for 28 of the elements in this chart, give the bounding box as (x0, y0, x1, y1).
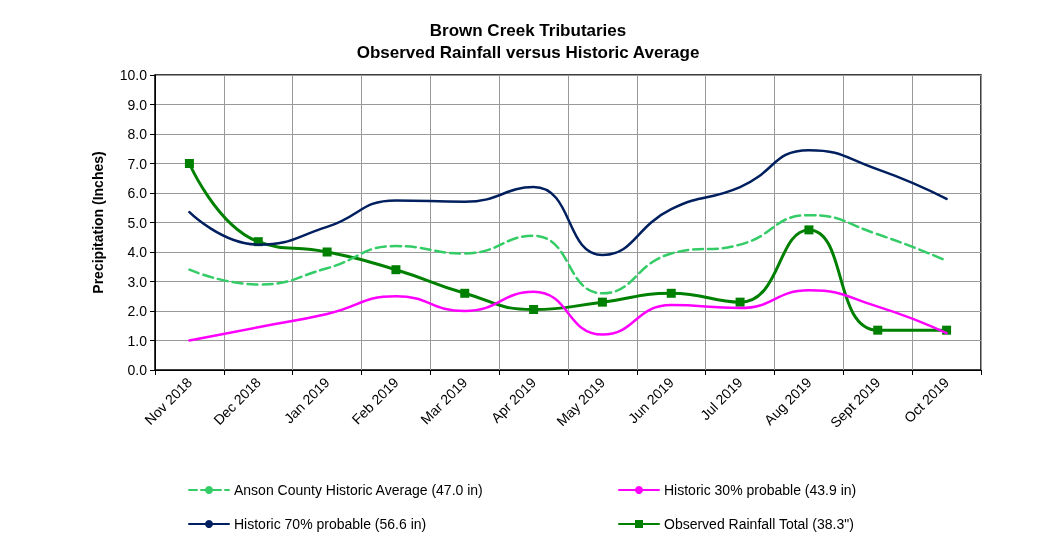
legend-label: Observed Rainfall Total (38.3") (664, 516, 854, 532)
point (804, 225, 814, 235)
y-tick-label: 2.0 (127, 303, 148, 319)
y-tick-label: 6.0 (127, 185, 148, 201)
point (460, 288, 470, 298)
y-tick-label: 3.0 (127, 273, 148, 290)
legend-label: Historic 70% probable (56.6 in) (234, 516, 427, 532)
chart-title: Brown Creek Tributaries Observed Rainfall versus Historic Average (356, 20, 700, 62)
y-axis-title: Precipitation (Inches) (90, 151, 106, 294)
point (873, 325, 883, 335)
point (391, 265, 401, 275)
y-tick-label: 4.0 (127, 244, 148, 260)
y-tick-label: 7.0 (127, 155, 148, 172)
point (666, 288, 676, 298)
point (597, 297, 607, 307)
y-tick-label: 0.0 (127, 362, 148, 378)
y-tick-label: 5.0 (127, 214, 148, 231)
point (184, 159, 194, 168)
y-tick-label: 1.0 (127, 332, 148, 349)
point (322, 247, 332, 257)
line-series (188, 148, 948, 257)
y-tick-label: 8.0 (127, 126, 148, 142)
point (529, 305, 539, 315)
legend-label: Anson County Historic Average (47.0 in) (234, 482, 483, 498)
y-tick-label: 9.0 (127, 96, 148, 113)
legend-label: Historic 30% probable (43.9 in) (664, 482, 857, 498)
point (735, 297, 745, 307)
y-tick-label: 10.0 (119, 67, 148, 83)
